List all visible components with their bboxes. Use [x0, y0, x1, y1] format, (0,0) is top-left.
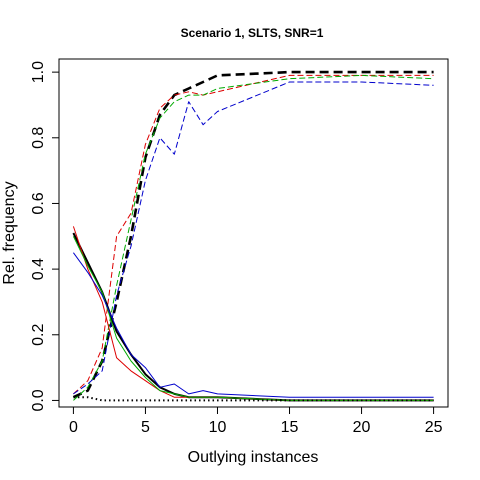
x-tick-label: 10: [209, 419, 227, 436]
y-tick-label: 0.6: [30, 192, 47, 214]
y-tick-label: 0.2: [30, 324, 47, 346]
x-tick-label: 20: [353, 419, 371, 436]
x-axis: 0 5 10 15 20 25: [69, 406, 443, 436]
x-tick-label: 15: [281, 419, 299, 436]
y-axis-label: Rel. frequency: [1, 181, 18, 284]
series-line-9: [73, 396, 434, 402]
series-line-8: [72, 252, 434, 398]
series-line-4: [73, 81, 434, 395]
x-tick-label: 0: [69, 419, 78, 436]
y-tick-label: 0.4: [30, 258, 47, 280]
series-layer: [72, 70, 434, 402]
y-tick-label: 1.0: [30, 61, 47, 83]
y-tick-label: 0.8: [30, 127, 47, 149]
series-line-3: [73, 74, 434, 401]
series-line-1: [72, 70, 434, 399]
x-tick-label: 25: [425, 419, 443, 436]
y-axis: 0.0 0.2 0.4 0.6 0.8 1.0: [30, 61, 60, 412]
x-tick-label: 5: [141, 419, 150, 436]
chart-title: Scenario 1, SLTS, SNR=1: [181, 26, 324, 40]
x-axis-label: Outlying instances: [188, 449, 319, 466]
y-tick-label: 0.0: [30, 389, 47, 411]
series-line-2: [73, 74, 434, 395]
